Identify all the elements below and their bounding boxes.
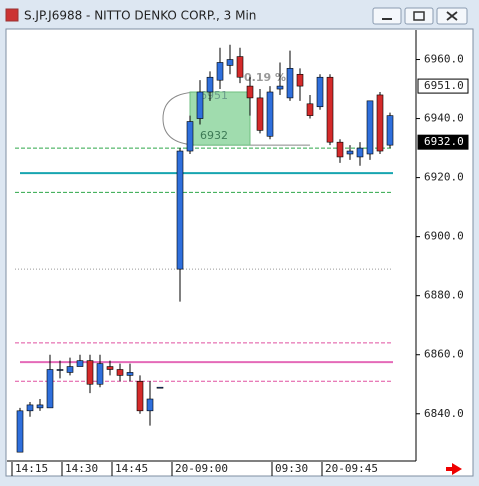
y-tick-label: 6940.0 (424, 112, 464, 125)
zone-label: 6932 (200, 129, 228, 142)
plot: 6960.0 6940.0 6920.0 6900.0 6880.0 6860.0 6840… (11, 44, 469, 476)
candle-body (356, 147, 364, 158)
price-marker-label: 6932.0 (424, 135, 464, 148)
y-tick-label: 6860.0 (424, 348, 464, 361)
x-tick-label: 14:45 (115, 462, 148, 475)
candle-body (276, 85, 284, 90)
minimize-button[interactable] (372, 7, 402, 25)
close-icon (446, 11, 458, 21)
candle-body (376, 94, 384, 152)
candle-body (156, 386, 164, 389)
maximize-button[interactable] (404, 7, 434, 25)
candle-body (206, 76, 214, 93)
y-tick-label: 6920.0 (424, 171, 464, 184)
candle-body (126, 372, 134, 376)
y-tick-label: 6900.0 (424, 230, 464, 243)
candle-body (186, 121, 194, 152)
x-tick-label: 14:15 (15, 462, 48, 475)
candle-body (106, 366, 114, 370)
candle-body (296, 73, 304, 87)
candle-body (116, 369, 124, 376)
candle-body (96, 363, 104, 385)
candle-body (86, 360, 94, 385)
candle-body (346, 150, 354, 155)
candle-body (326, 76, 334, 143)
candle-body (36, 404, 44, 409)
candle-body (246, 85, 254, 99)
candle-body (46, 369, 54, 409)
candle-body (66, 366, 74, 373)
candle-body (146, 398, 154, 412)
candle-body (216, 62, 224, 81)
candle-body (136, 380, 144, 412)
x-tick-label: 14:30 (65, 462, 98, 475)
candle-body (76, 360, 84, 367)
window-buttons[interactable] (372, 7, 468, 25)
candle-body (56, 369, 64, 371)
candle-body (16, 410, 24, 453)
scroll-arrow[interactable] (446, 463, 462, 475)
x-tick-label: 20-09:00 (175, 462, 228, 475)
y-tick-label: 6960.0 (424, 53, 464, 66)
candle-body (226, 59, 234, 66)
price-marker-label: 6951.0 (424, 79, 464, 92)
candle-body (336, 141, 344, 158)
annotation: 0.19 % (244, 71, 286, 84)
candle-body (196, 91, 204, 119)
candle-body (316, 76, 324, 108)
candle-body (26, 404, 34, 412)
candle-body (176, 150, 184, 270)
candle-body (236, 56, 244, 78)
window-title: S.JP.J6988 - NITTO DENKO CORP., 3 Min (24, 9, 256, 23)
candle-body (286, 68, 294, 99)
y-tick-label: 6840.0 (424, 407, 464, 420)
app-icon (5, 8, 19, 22)
zone-label: 6951 (200, 89, 228, 102)
candle-body (366, 100, 374, 155)
candle-body (266, 91, 274, 137)
x-tick-label: 20-09:45 (325, 462, 378, 475)
price-marker (417, 78, 469, 94)
price-marker (417, 134, 469, 150)
y-tick-label: 6880.0 (424, 289, 464, 302)
candle-body (386, 115, 394, 146)
maximize-icon (413, 11, 425, 21)
candle-body (256, 97, 264, 131)
candle-body (306, 103, 314, 116)
x-tick-label: 09:30 (275, 462, 308, 475)
